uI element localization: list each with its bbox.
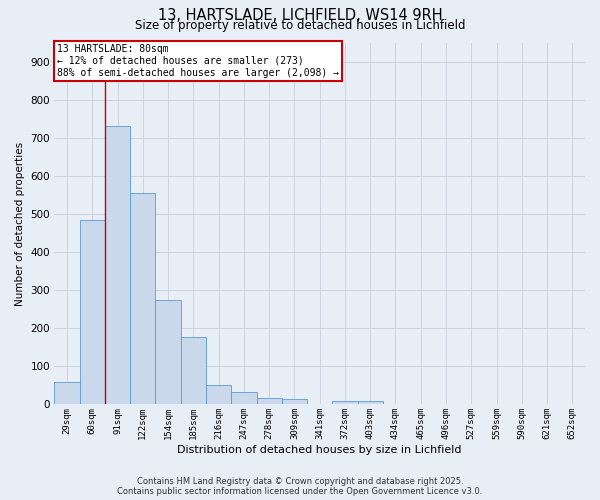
Bar xyxy=(130,193,155,404)
Bar xyxy=(55,382,80,404)
Text: 13 HARTSLADE: 80sqm
← 12% of detached houses are smaller (273)
88% of semi-detac: 13 HARTSLADE: 80sqm ← 12% of detached ho… xyxy=(57,44,339,78)
Text: Contains HM Land Registry data © Crown copyright and database right 2025.
Contai: Contains HM Land Registry data © Crown c… xyxy=(118,476,482,496)
Bar xyxy=(282,400,307,404)
Bar xyxy=(181,336,206,404)
Bar xyxy=(206,386,231,404)
Y-axis label: Number of detached properties: Number of detached properties xyxy=(15,142,25,306)
X-axis label: Distribution of detached houses by size in Lichfield: Distribution of detached houses by size … xyxy=(178,445,462,455)
Bar xyxy=(231,392,257,404)
Bar xyxy=(105,126,130,404)
Bar xyxy=(155,300,181,405)
Bar xyxy=(80,220,105,404)
Text: 13, HARTSLADE, LICHFIELD, WS14 9RH: 13, HARTSLADE, LICHFIELD, WS14 9RH xyxy=(158,8,442,22)
Bar xyxy=(358,402,383,404)
Bar xyxy=(257,398,282,404)
Bar xyxy=(332,402,358,404)
Text: Size of property relative to detached houses in Lichfield: Size of property relative to detached ho… xyxy=(135,19,465,32)
